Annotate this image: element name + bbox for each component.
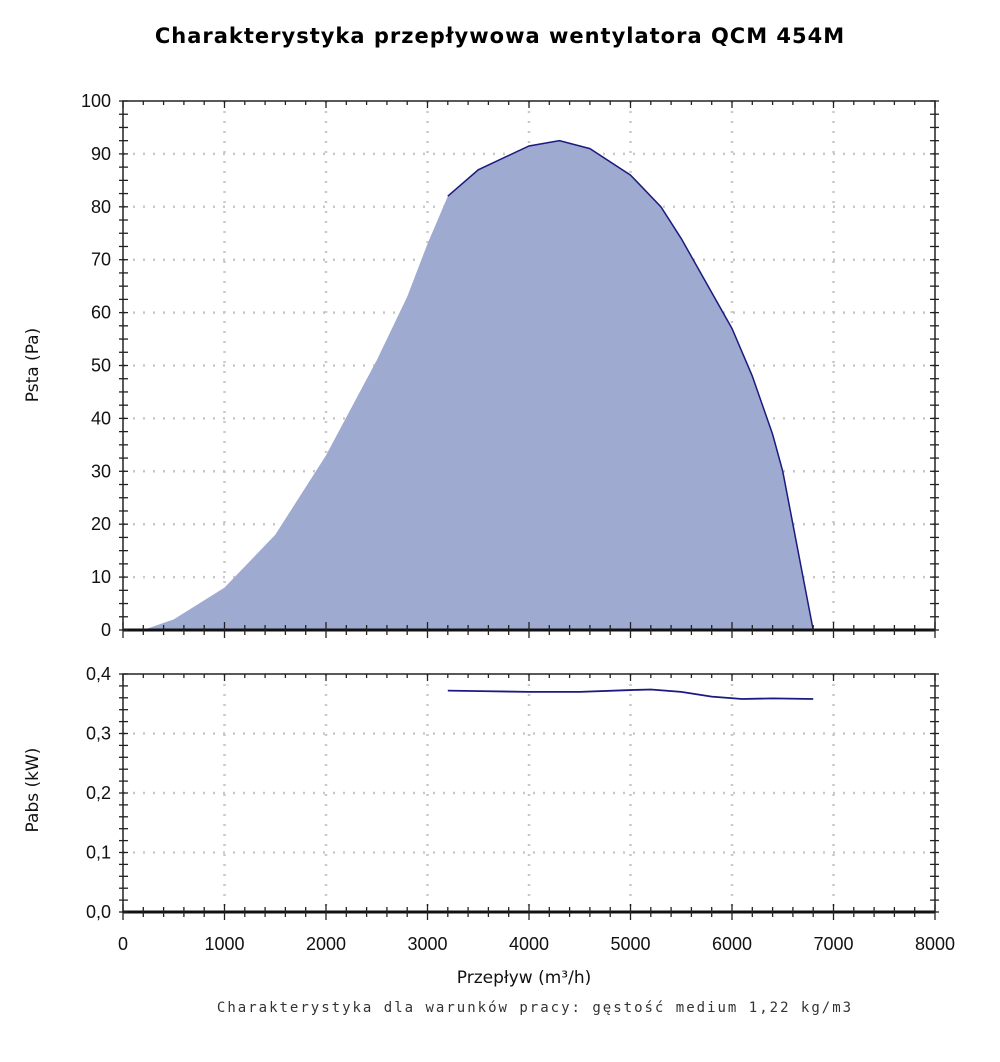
y-tick-label: 30 (91, 461, 111, 481)
y-axis-label: Pabs (kW) (23, 748, 43, 833)
y-tick-label: 60 (91, 303, 111, 323)
y-tick-label: 0,2 (86, 783, 111, 803)
y-tick-label: 0,4 (86, 664, 111, 684)
x-tick-label: 0 (118, 934, 128, 954)
x-tick-label: 8000 (915, 934, 955, 954)
x-axis-label: Przepływ (m³/h) (457, 968, 591, 988)
y-tick-label: 20 (91, 514, 111, 534)
y-tick-label: 0 (101, 620, 111, 640)
pressure-curve (447, 139, 814, 631)
y-tick-label: 40 (91, 408, 111, 428)
y-axis-label: Psta (Pa) (23, 328, 43, 402)
x-tick-label: 2000 (306, 934, 346, 954)
y-tick-label: 0,3 (86, 724, 111, 744)
y-tick-label: 50 (91, 356, 111, 376)
y-tick-label: 70 (91, 250, 111, 270)
y-tick-label: 100 (81, 91, 111, 111)
x-tick-label: 6000 (712, 934, 752, 954)
x-tick-label: 1000 (204, 934, 244, 954)
conditions-note: Charakterystyka dla warunków pracy: gęst… (216, 1000, 854, 1016)
y-tick-label: 90 (91, 144, 111, 164)
y-tick-label: 0,1 (86, 843, 111, 863)
y-tick-label: 0,0 (86, 902, 111, 922)
pressure-area (143, 140, 814, 631)
x-tick-label: 7000 (813, 934, 853, 954)
x-tick-label: 3000 (407, 934, 447, 954)
y-tick-label: 10 (91, 567, 111, 587)
x-tick-label: 5000 (610, 934, 650, 954)
x-tick-label: 4000 (509, 934, 549, 954)
power-curve (447, 688, 814, 700)
chart-title: Charakterystyka przepływowa wentylatora … (154, 24, 846, 48)
y-tick-label: 80 (91, 197, 111, 217)
